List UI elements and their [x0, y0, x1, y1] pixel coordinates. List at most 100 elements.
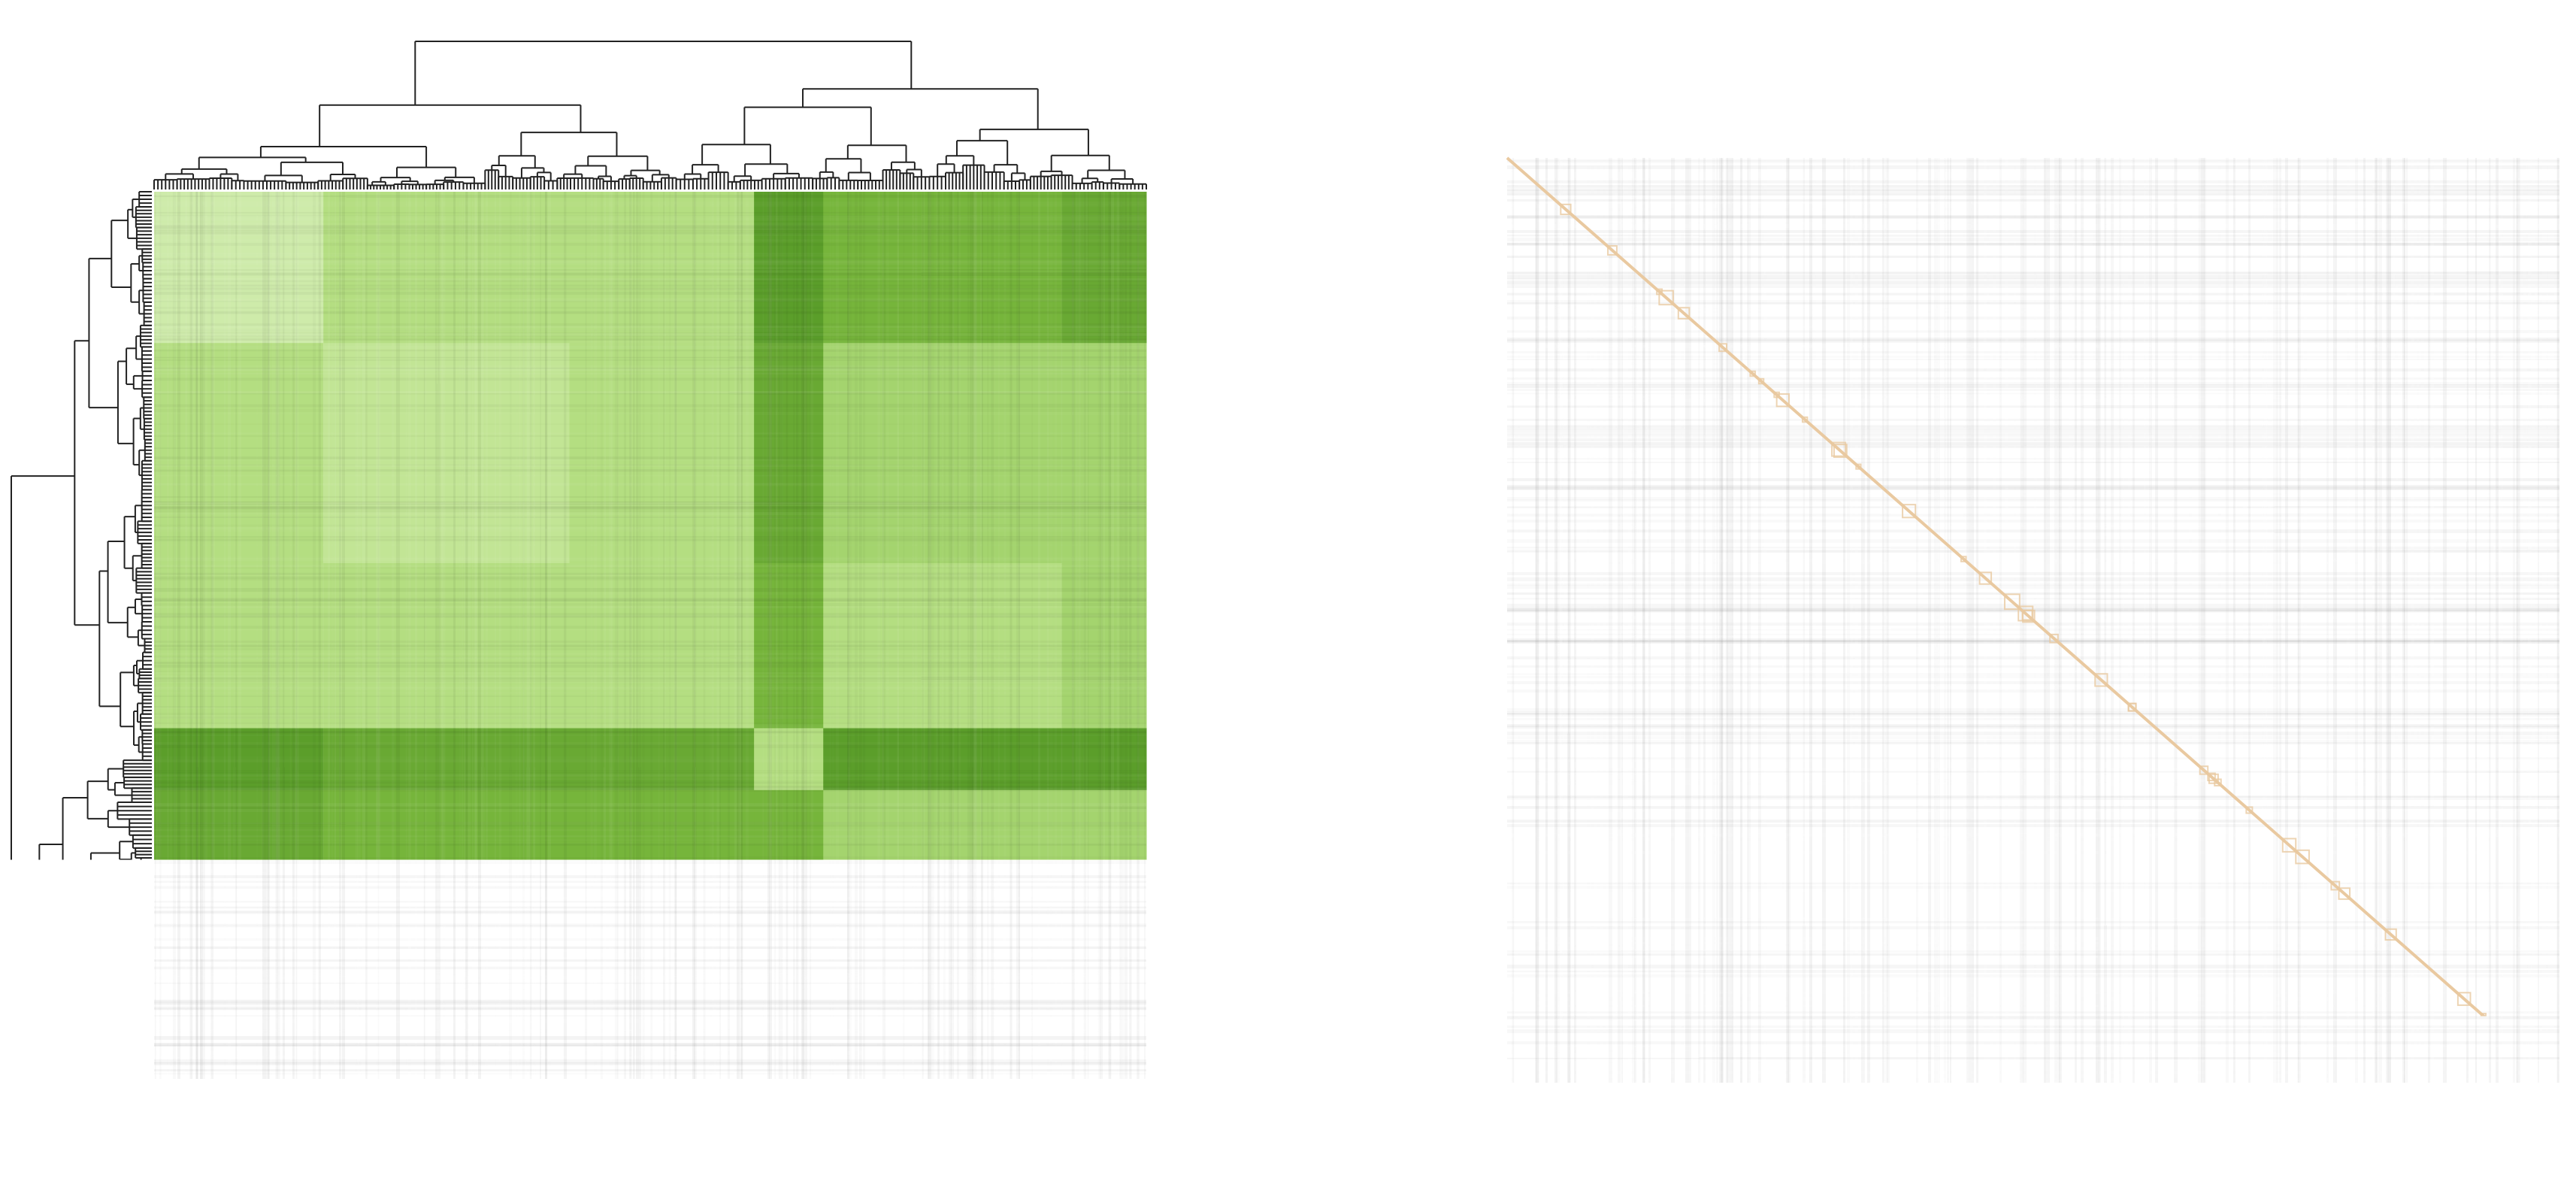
heatmap-a-streak-v: [343, 192, 345, 1079]
heatmap-b-streak-h: [1507, 681, 2559, 684]
heatmap-b-streak-h: [1507, 724, 2559, 726]
heatmap-a-streak-h: [154, 573, 1146, 575]
heatmap-a-streak-h: [154, 1070, 1146, 1071]
heatmap-a-streak-v: [1100, 192, 1103, 1079]
heatmap-a-streak-h: [154, 239, 1146, 241]
heatmap-a-streak-h: [154, 901, 1146, 903]
heatmap-a-streak-v: [359, 192, 360, 1079]
heatmap-a-streak-v: [318, 192, 319, 1079]
heatmap-b-streak-v: [1748, 158, 1750, 1083]
heatmap-b-streak-h: [1507, 462, 2559, 463]
heatmap-a-streak-v: [737, 192, 739, 1079]
legend-swatch: [1161, 469, 1188, 473]
legend-swatch: [1161, 554, 1188, 558]
heatmap-a-streak-v: [313, 192, 316, 1079]
heatmap-a-streak-v: [859, 192, 862, 1079]
heatmap-a-streak-h: [154, 1031, 1146, 1033]
heatmap-a-streak-h: [154, 253, 1146, 254]
heatmap-a-streak-h: [154, 803, 1146, 805]
heatmap-b-streak-h: [1507, 485, 2559, 487]
heatmap-b-streak-h: [1507, 626, 2559, 629]
heatmap-a-streak-v: [903, 192, 904, 1079]
heatmap-b-streak-h: [1507, 833, 2559, 835]
heatmap-a-streak-v: [936, 192, 938, 1079]
legend-swatch: [1161, 223, 1188, 226]
heatmap-b-streak-v: [2521, 158, 2523, 1083]
heatmap-a-streak-h: [154, 656, 1146, 659]
heatmap-a-streak-h: [154, 1056, 1146, 1058]
heatmap-a-streak-h: [154, 950, 1146, 953]
legend-tick-label: 0.25: [1202, 234, 1252, 262]
heatmap-a-streak-v: [519, 192, 520, 1079]
heatmap-a-streak-v: [1072, 192, 1075, 1079]
heatmap-a-streak-v: [263, 192, 266, 1079]
heatmap-b-streak-v: [2072, 158, 2074, 1083]
heatmap-a-streak-v: [952, 192, 954, 1079]
heatmap-a-streak-h: [154, 938, 1146, 941]
heatmap-b-streak-v: [2334, 158, 2336, 1083]
legend-swatch: [1161, 381, 1188, 385]
heatmap-a-streak-h: [154, 606, 1146, 608]
heatmap-a-streak-v: [1031, 192, 1033, 1079]
heatmap-b-streak-h: [1507, 926, 2559, 929]
heatmap-b-streak-v: [2044, 158, 2046, 1083]
heatmap-a-streak-v: [741, 192, 743, 1079]
heatmap-b-streak-v: [1613, 158, 1616, 1083]
heatmap-a-streak-h: [154, 735, 1146, 736]
heatmap-a-streak-v: [811, 192, 813, 1079]
heatmap-b-streak-h: [1507, 686, 2559, 689]
heatmap-a-streak-v: [786, 192, 789, 1079]
heatmap-b-streak-h: [1507, 797, 2559, 798]
heatmap-a-streak-v: [1079, 192, 1081, 1079]
heatmap-b-streak-h: [1507, 886, 2559, 888]
heatmap-a-streak-v: [376, 192, 378, 1079]
legend-swatch: [1161, 402, 1188, 405]
heatmap-b-streak-h: [1507, 971, 2559, 972]
legend-swatch: [1161, 388, 1188, 392]
heatmap-b-streak-h: [1507, 185, 2559, 186]
legend-swatch: [1161, 192, 1188, 195]
heatmap-a-streak-h: [154, 212, 1146, 214]
legend-tick-label: 0: [1202, 584, 1216, 613]
legend-swatch: [1161, 574, 1188, 578]
legend-swatch: [1161, 256, 1188, 260]
heatmap-a-streak-h: [154, 278, 1146, 280]
heatmap-a-streak-h: [154, 409, 1146, 411]
heatmap-a-streak-v: [357, 192, 359, 1079]
heatmap-a-streak-v: [212, 192, 213, 1079]
heatmap-b-streak-h: [1507, 356, 2559, 357]
heatmap-b-streak-v: [2514, 158, 2515, 1083]
heatmap-b-streak-h: [1507, 405, 2559, 408]
legend-swatch: [1161, 466, 1188, 470]
heatmap-a-streak-h: [154, 980, 1146, 983]
heatmap-a-streak-h: [154, 233, 1146, 236]
legend-swatch: [1161, 534, 1188, 538]
heatmap-a-streak-v: [863, 192, 865, 1079]
heatmap-a-streak-h: [154, 692, 1146, 694]
heatmap-b-streak-h: [1507, 171, 2559, 172]
legend-swatch: [1161, 561, 1188, 565]
heatmap-b-streak-h: [1507, 281, 2559, 283]
heatmap-a-streak-h: [154, 1029, 1146, 1030]
heatmap-a-streak-v: [379, 192, 380, 1079]
heatmap-b-streak-h: [1507, 629, 2559, 631]
heatmap-a-streak-v: [1108, 192, 1109, 1079]
heatmap-a-streak-v: [322, 192, 324, 1079]
heatmap-a-streak-v: [204, 192, 207, 1079]
column-dendrogram-b: [1507, 11, 2559, 156]
heatmap-b-streak-h: [1507, 272, 2559, 275]
heatmap-a-streak-h: [154, 759, 1146, 762]
heatmap-a-streak-h: [154, 525, 1146, 527]
heatmap-a-streak-v: [1083, 192, 1085, 1079]
heatmap-a-streak-v: [630, 192, 631, 1079]
legend-swatch: [1161, 398, 1188, 402]
heatmap-a-streak-h: [154, 284, 1146, 286]
legend-swatch: [1161, 239, 1188, 243]
heatmap-b-streak-h: [1507, 780, 2559, 783]
heatmap-b-streak-h: [1507, 586, 2559, 589]
heatmap-a-streak-v: [334, 192, 336, 1079]
heatmap-b-streak-h: [1507, 918, 2559, 920]
heatmap-b-streak-v: [2144, 158, 2145, 1083]
heatmap-a-streak-v: [944, 192, 946, 1079]
heatmap-a-streak-h: [154, 423, 1146, 425]
